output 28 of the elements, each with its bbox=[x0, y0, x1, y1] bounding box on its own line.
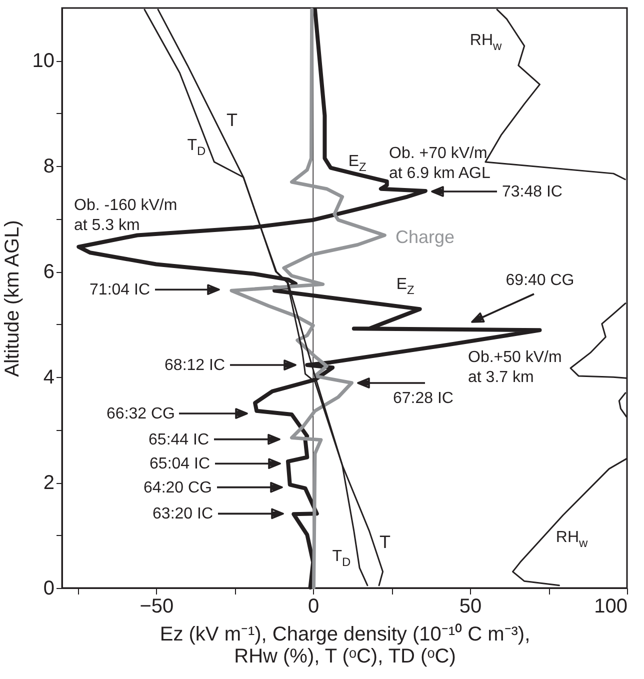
annotation: Ob. +70 kV/m at 6.9 km AGL bbox=[389, 145, 490, 182]
y-tick-label: 2 bbox=[43, 472, 54, 494]
annotation: Ob. -160 kV/m at 5.3 km bbox=[74, 197, 178, 234]
x-tick-label: 100 bbox=[594, 596, 628, 618]
annotation: 69:40 CG bbox=[506, 272, 574, 289]
y-tick-label: 6 bbox=[43, 261, 54, 284]
annotation: Charge bbox=[395, 227, 455, 247]
y-axis-title: Altitude (km AGL) bbox=[1, 220, 24, 377]
annotation: T bbox=[226, 110, 238, 130]
annotation: 63:20 IC bbox=[152, 506, 213, 523]
x-axis-title: Ez (kV m⁻¹), Charge density (10⁻¹⁰ C m⁻³), RHw (%), T (ᵒC), TD (ᵒC) bbox=[160, 622, 530, 668]
annotation: 67:28 IC bbox=[393, 390, 454, 407]
annotation: 68:12 IC bbox=[164, 357, 225, 374]
annotation: 71:04 IC bbox=[90, 282, 150, 299]
y-tick-label: 10 bbox=[32, 50, 54, 72]
annotation: 65:04 IC bbox=[150, 456, 210, 473]
x-tick-label: −50 bbox=[140, 596, 174, 618]
annotation: 65:44 IC bbox=[148, 431, 209, 448]
y-tick-label: 8 bbox=[43, 156, 54, 178]
annotation: 64:20 CG bbox=[144, 479, 212, 496]
annotation: Ob.+50 kV/m at 3.7 km bbox=[468, 349, 562, 386]
annotation: 66:32 CG bbox=[106, 406, 175, 422]
annotation: 73:48 IC bbox=[502, 184, 562, 200]
y-tick-label: 0 bbox=[43, 578, 54, 600]
x-tick-label: 0 bbox=[308, 596, 320, 618]
y-tick-label: 4 bbox=[43, 366, 54, 389]
annotation: T bbox=[380, 532, 390, 552]
x-tick-label: 50 bbox=[459, 596, 482, 618]
